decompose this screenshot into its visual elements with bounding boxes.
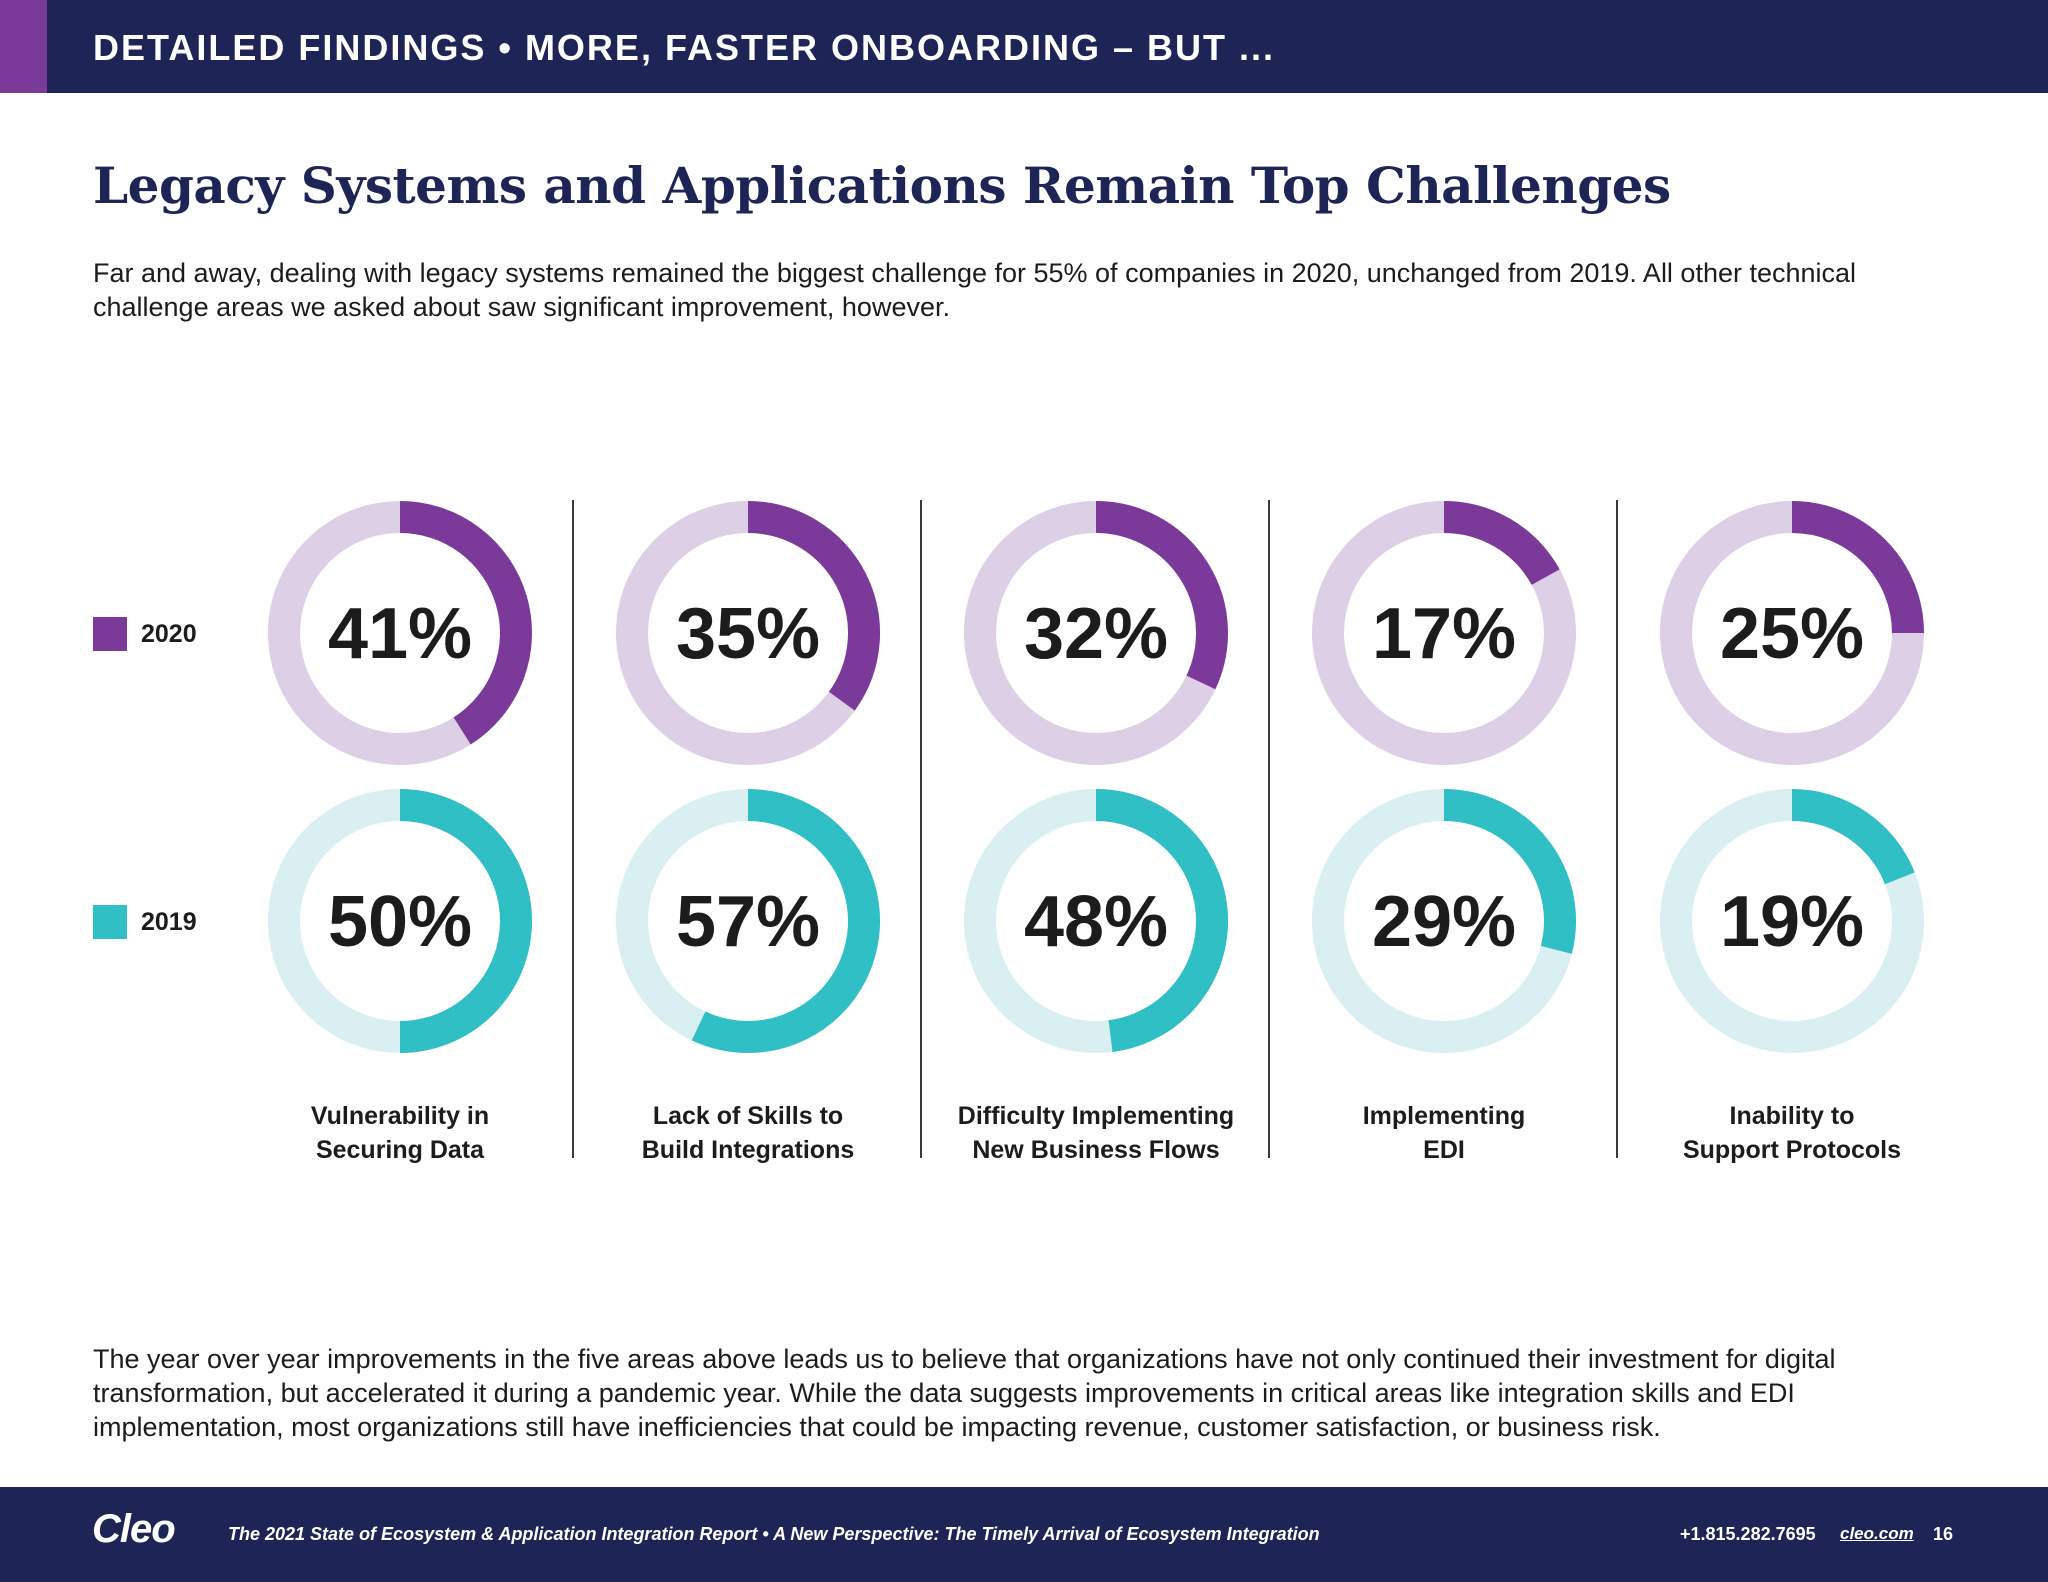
donut-arc-2020-5 [1791, 501, 1924, 634]
donut-value-2019-3: 48% [1024, 882, 1168, 962]
donut-arc-2019-2 [691, 789, 880, 1053]
donut-value-2020-1: 41% [328, 594, 472, 674]
donut-2020-2: 35% [616, 501, 880, 765]
donut-2019-1: 50% [268, 789, 532, 1053]
legend-swatch-2020 [93, 617, 127, 651]
footer-bar: Cleo The 2021 State of Ecosystem & Appli… [0, 1487, 2048, 1582]
donut-2020-3: 32% [964, 501, 1228, 765]
legend-swatch-2019 [93, 905, 127, 939]
legend-label-2019: 2019 [141, 908, 197, 936]
category-label-3: Difficulty Implementing New Business Flow… [957, 1102, 1235, 1164]
section-header-bar: DETAILED FINDINGS • MORE, FASTER ONBOARD… [0, 0, 2048, 93]
donut-value-2020-5: 25% [1720, 594, 1864, 674]
donut-arc-2019-3 [1095, 789, 1229, 1052]
conclusion-paragraph: The year over year improvements in the f… [93, 1344, 1836, 1442]
donut-2019-4: 29% [1312, 789, 1576, 1053]
donut-value-2019-1: 50% [328, 882, 472, 962]
donut-arc-2019-5 [1791, 789, 1915, 885]
report-title: The 2021 State of Ecosystem & Applicatio… [228, 1524, 1320, 1544]
phone-number: +1.815.282.7695 [1680, 1524, 1816, 1544]
category-label-5: Inability to Support Protocols [1682, 1102, 1902, 1164]
donut-arc-2020-1 [399, 501, 532, 745]
donut-arc-2020-2 [747, 501, 880, 711]
donut-value-2019-4: 29% [1372, 882, 1516, 962]
donut-2019-2: 57% [616, 789, 880, 1053]
legend-label-2020: 2020 [141, 620, 197, 648]
donut-2020-1: 41% [268, 501, 532, 765]
donut-arc-2019-1 [399, 789, 532, 1053]
category-label-1: Vulnerability in Securing Data [310, 1102, 490, 1164]
donut-2020-5: 25% [1660, 501, 1924, 765]
header-accent-block [0, 0, 47, 93]
donut-2019-5: 19% [1660, 789, 1924, 1053]
donut-value-2019-2: 57% [676, 882, 820, 962]
donut-value-2020-4: 17% [1372, 594, 1516, 674]
donut-value-2019-5: 19% [1720, 882, 1864, 962]
cleo-logo: Cleo [92, 1507, 176, 1551]
donut-2020-4: 17% [1312, 501, 1576, 765]
page-number: 16 [1933, 1524, 1954, 1544]
donut-arc-2020-4 [1443, 501, 1560, 586]
donut-arc-2020-3 [1095, 501, 1228, 690]
donut-value-2020-2: 35% [676, 594, 820, 674]
section-label: DETAILED FINDINGS • MORE, FASTER ONBOARD… [93, 27, 1275, 68]
donut-arc-2019-4 [1443, 789, 1576, 954]
category-label-2: Lack of Skills to Build Integrations [641, 1102, 855, 1164]
donut-value-2020-3: 32% [1024, 594, 1168, 674]
website-link[interactable]: cleo.com [1840, 1524, 1914, 1543]
intro-paragraph: Far and away, dealing with legacy system… [93, 258, 1857, 322]
category-label-4: Implementing EDI [1362, 1102, 1526, 1164]
donut-2019-3: 48% [964, 789, 1229, 1053]
page-title: Legacy Systems and Applications Remain T… [93, 156, 1671, 215]
